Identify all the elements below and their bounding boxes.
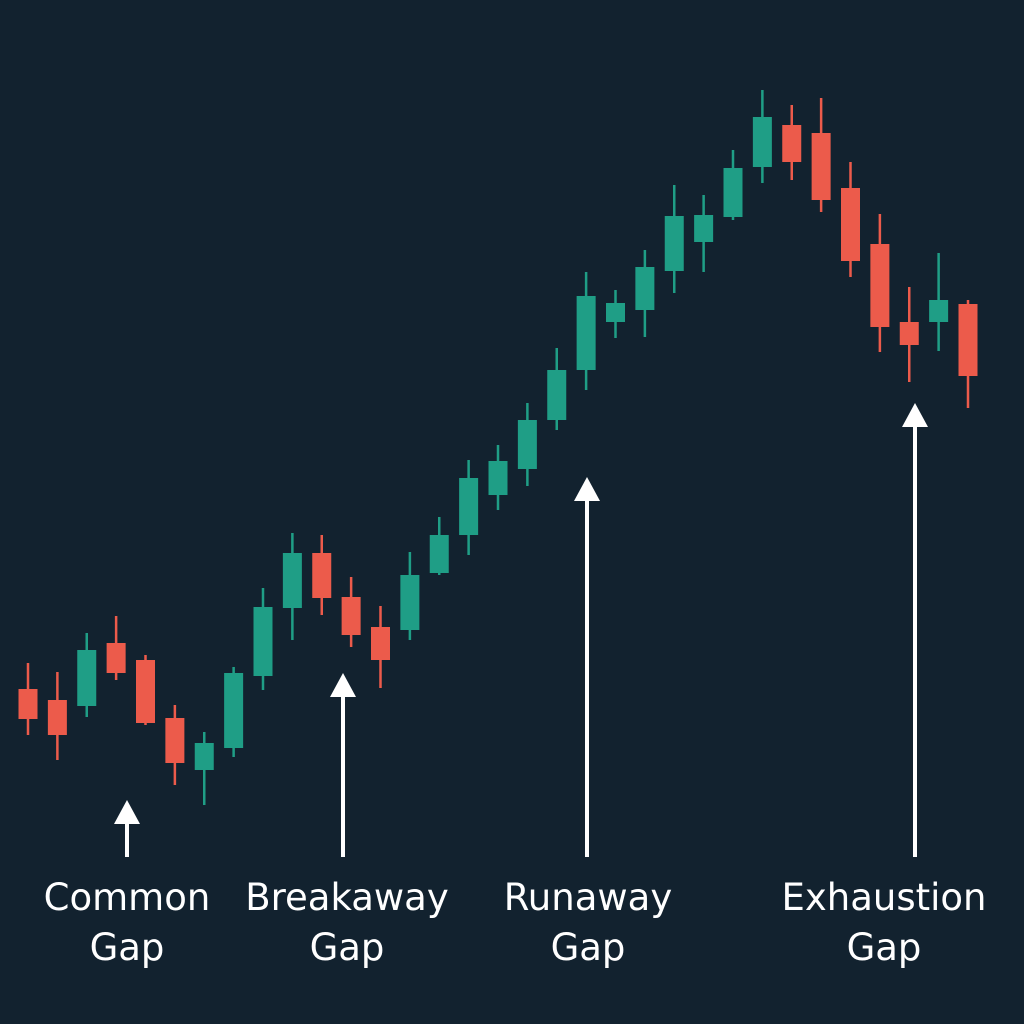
candle-body [47,700,67,735]
candle-body [371,627,390,660]
candle-body [547,370,567,420]
candle-body [488,461,508,495]
annotation-label: Gap [551,926,626,969]
arrow-head [114,800,140,824]
annotation-label: Exhaustion [782,876,987,919]
arrow-head [330,673,356,697]
candle-body [253,607,273,676]
annotation-label: Common [44,876,211,919]
candle-body [841,188,860,261]
candle-body [77,650,97,706]
candle-body [517,420,537,469]
candle-body [958,304,978,376]
annotation-label: Gap [310,926,385,969]
candle-body [752,117,772,167]
candle-body [694,215,714,242]
candle-body [136,660,155,723]
candle-body [576,296,596,370]
candle-body [870,244,890,327]
arrow-head [902,403,928,427]
candle-body [282,553,302,608]
arrow-head [574,477,600,501]
candle-body [723,168,743,217]
candle-body [18,689,38,719]
candle-body [165,718,185,763]
candle-body [341,597,361,635]
annotation-label: Breakaway [245,876,449,919]
candle-body [606,303,625,322]
candle-body [899,322,919,345]
candle-body [811,133,831,200]
candle-body [224,673,244,748]
candle-body [664,216,684,271]
annotation-label: Gap [90,926,165,969]
candle-body [194,743,214,770]
candle-body [106,643,126,673]
candle-body [929,300,949,322]
annotation-label: Gap [847,926,922,969]
candle-body [635,267,655,310]
candle-body [312,553,332,598]
candle-body [459,478,479,535]
candle-body [400,575,420,630]
candle-body [782,125,802,162]
annotation-label: Runaway [504,876,672,919]
candle-body [429,535,449,573]
